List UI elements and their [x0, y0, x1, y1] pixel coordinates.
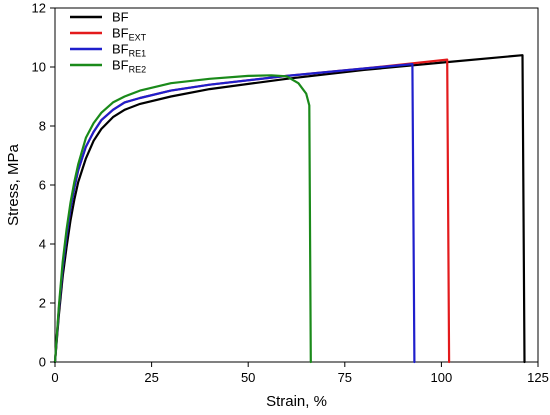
x-axis-title: Strain, %	[266, 393, 327, 410]
legend-label: BFEXT	[112, 26, 147, 43]
x-tick-label: 125	[527, 370, 549, 385]
series-line-bfext	[53, 58, 451, 364]
series-line-bf	[53, 54, 526, 364]
y-tick-label: 8	[39, 119, 46, 134]
legend-label: BFRE1	[112, 42, 146, 59]
x-tick-label: 100	[431, 370, 453, 385]
y-tick-label: 0	[39, 355, 46, 370]
y-tick-label: 10	[32, 60, 46, 75]
legend-label: BFRE2	[112, 58, 146, 75]
x-tick-label: 0	[51, 370, 58, 385]
legend-label: BF	[112, 10, 129, 25]
series-layer	[53, 54, 526, 364]
y-tick-label: 6	[39, 178, 46, 193]
series-line-bfre2	[53, 74, 312, 364]
y-tick-label: 4	[39, 237, 46, 252]
y-tick-label: 2	[39, 296, 46, 311]
y-tick-label: 12	[32, 1, 46, 16]
series-line-bfre1	[53, 62, 416, 364]
y-axis-ticks: 0 2 4 6 8 10 12	[32, 1, 55, 370]
x-tick-label: 75	[338, 370, 352, 385]
y-axis-title: Stress, MPa	[5, 143, 22, 225]
x-tick-label: 25	[144, 370, 158, 385]
x-tick-label: 50	[241, 370, 255, 385]
x-axis-ticks: 0 25 50 75 100 125	[51, 362, 549, 385]
